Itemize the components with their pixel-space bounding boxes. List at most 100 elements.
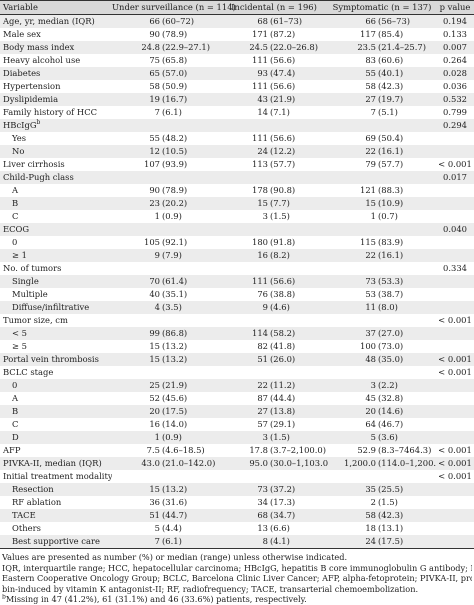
value-cell-c2: 24 (12.2) [220,145,328,158]
value-cell-c1: 51 (44.7) [112,509,220,522]
value-detail: (3.7–2,100.0) [270,445,327,455]
value-count: 27 [257,406,268,416]
value-cell-c3: 69 (50.4) [328,132,436,145]
row-label-cell: Family history of HCC [0,106,112,119]
value-count: 73 [365,276,376,286]
value-cell-c2: 111 (56.6) [220,275,328,288]
value-count: 35 [365,484,376,494]
value-detail: (8.2) [270,250,290,260]
p-value-cell [436,327,474,340]
table-row: C 16 (14.0) 57 (29.1) 64 (46.7) [0,418,474,431]
value-cell-c1 [112,314,220,327]
value-detail: (17.5) [378,536,404,546]
row-label-cell: Male sex [0,28,112,41]
p-value-cell: < 0.001 [436,353,474,366]
value-detail: (14.6) [378,406,404,416]
row-label: Best supportive care [12,536,100,546]
value-cell-c2: 16 (8.2) [220,249,328,262]
row-label-cell: PIVKA-II, median (IQR) [0,457,112,470]
value-count: 52 [149,393,160,403]
value-cell-c1 [112,366,220,379]
value-cell-c2: 17.8 (3.7–2,100.0) [220,444,328,457]
row-label-cell: Multiple [0,288,112,301]
value-cell-c3: 83 (60.6) [328,54,436,67]
p-value-cell [436,275,474,288]
value-detail: (65.8) [162,55,188,65]
p-value-cell [436,236,474,249]
table-row: A 52 (45.6) 87 (44.4) 45 (32.8) [0,392,474,405]
row-label-cell: < 5 [0,327,112,340]
row-label: Family history of HCC [3,107,98,117]
table-row: B 23 (20.2) 15 (7.7) 15 (10.9) [0,197,474,210]
value-count: 69 [365,133,376,143]
row-label-cell: Portal vein thrombosis [0,353,112,366]
value-count: 36 [149,497,160,507]
value-detail: (26.0) [270,354,296,364]
p-value-cell: 0.799 [436,106,474,119]
row-label-cell: Liver cirrhosis [0,158,112,171]
row-label-cell: A [0,184,112,197]
value-count: 57 [257,419,268,429]
value-detail: (3.5) [162,302,182,312]
row-label-cell: C [0,418,112,431]
value-count: 99 [149,328,160,338]
value-cell-c1: 66 (60–72) [112,14,220,28]
value-count: 23 [149,198,160,208]
table-row: ECOG 0.040 [0,223,474,236]
row-label-cell: Single [0,275,112,288]
table-body: Age, yr, median (IQR) 66 (60–72) 68 (61–73) 6… [0,14,474,549]
table-row: BCLC stage < 0.001 [0,366,474,379]
value-detail: (88.3) [378,185,404,195]
row-label: AFP [3,445,21,455]
value-cell-c2: 111 (56.6) [220,80,328,93]
value-count: 2 [370,497,376,507]
value-detail: (22.0–26.8) [270,42,319,52]
value-cell-c1: 12 (10.5) [112,145,220,158]
value-cell-c3: 7 (5.1) [328,106,436,119]
value-cell-c1: 75 (65.8) [112,54,220,67]
value-cell-c1: 7 (6.1) [112,535,220,549]
row-label-cell: B [0,197,112,210]
value-count: 65 [149,68,160,78]
row-label-cell: Diffuse/infiltrative [0,301,112,314]
value-cell-c3: 1,200.0(114.0–1,200.0) [328,457,436,470]
value-cell-c3: 35 (25.5) [328,483,436,496]
value-count: 51 [149,510,160,520]
row-label-cell: BCLC stage [0,366,112,379]
value-count: 66 [149,16,160,26]
value-cell-c3: 115 (83.9) [328,236,436,249]
value-cell-c1: 90 (78.9) [112,184,220,197]
value-cell-c1: 90 (78.9) [112,28,220,41]
value-count: 15 [149,484,160,494]
value-detail: (14.0) [162,419,188,429]
value-cell-c1 [112,119,220,132]
p-value-cell: 0.532 [436,93,474,106]
value-cell-c1: 105 (92.1) [112,236,220,249]
value-cell-c2: 76 (38.8) [220,288,328,301]
value-detail: (7.9) [162,250,182,260]
table-row: TACE 51 (44.7) 68 (34.7) 58 (42.3) [0,509,474,522]
value-detail: (90.8) [270,185,296,195]
p-value-cell: 0.334 [436,262,474,275]
value-cell-c1: 24.8 (22.9–27.1) [112,41,220,54]
row-label-cell: Initial treatment modality [0,470,112,483]
value-count: 34 [257,497,268,507]
value-count: 76 [257,289,268,299]
value-cell-c2: 57 (29.1) [220,418,328,431]
value-count: 8 [262,536,268,546]
value-cell-c2: 43 (21.9) [220,93,328,106]
value-cell-c1: 25 (21.9) [112,379,220,392]
table-row: Yes 55 (48.2) 111 (56.6) 69 (50.4) [0,132,474,145]
value-count: 3 [370,380,376,390]
value-cell-c3 [328,171,436,184]
table-row: Hypertension 58 (50.9) 111 (56.6) 58 (42.3) 0.0… [0,80,474,93]
value-cell-c2 [220,314,328,327]
value-count: 40 [149,289,160,299]
row-label-cell: AFP [0,444,112,457]
value-count: 114 [252,328,268,338]
value-count: 52.9 [357,445,376,455]
value-count: 1,200.0 [344,458,376,468]
value-cell-c3: 79 (57.7) [328,158,436,171]
value-cell-c1 [112,470,220,483]
value-cell-c3: 27 (19.7) [328,93,436,106]
